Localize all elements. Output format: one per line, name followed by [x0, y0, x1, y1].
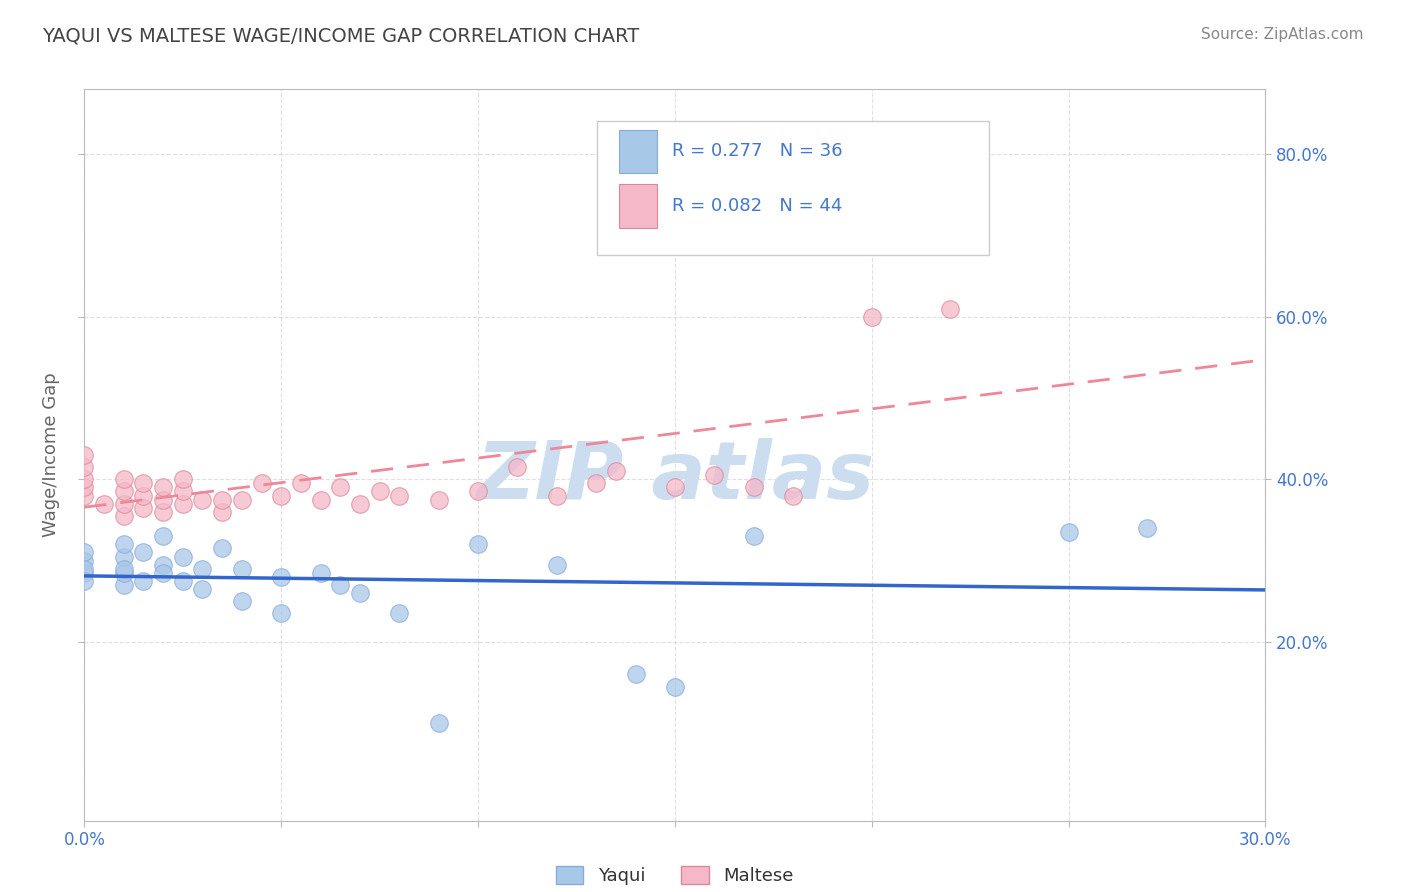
- Point: [191, 492, 214, 507]
- Point: [152, 566, 174, 580]
- Point: [172, 484, 194, 499]
- Point: [664, 480, 686, 494]
- Point: [211, 492, 233, 507]
- Point: [605, 464, 627, 478]
- Point: [73, 480, 96, 494]
- Point: [152, 480, 174, 494]
- Point: [231, 492, 253, 507]
- Point: [703, 468, 725, 483]
- Point: [93, 497, 115, 511]
- Point: [152, 505, 174, 519]
- Point: [73, 574, 96, 588]
- Point: [270, 607, 292, 621]
- Point: [172, 472, 194, 486]
- Point: [782, 489, 804, 503]
- Point: [427, 492, 450, 507]
- Point: [112, 508, 135, 523]
- Point: [73, 545, 96, 559]
- Point: [132, 500, 155, 515]
- Point: [112, 484, 135, 499]
- Point: [112, 537, 135, 551]
- Point: [506, 460, 529, 475]
- Point: [132, 476, 155, 491]
- Point: [467, 484, 489, 499]
- Text: Source: ZipAtlas.com: Source: ZipAtlas.com: [1201, 27, 1364, 42]
- Point: [624, 667, 647, 681]
- Point: [73, 472, 96, 486]
- Point: [152, 492, 174, 507]
- Point: [270, 489, 292, 503]
- Point: [329, 578, 352, 592]
- Point: [112, 578, 135, 592]
- Point: [329, 480, 352, 494]
- Point: [73, 566, 96, 580]
- Point: [388, 489, 411, 503]
- Text: ZIP atlas: ZIP atlas: [475, 438, 875, 516]
- Point: [546, 489, 568, 503]
- Point: [211, 541, 233, 556]
- Point: [112, 566, 135, 580]
- Point: [860, 310, 883, 324]
- Point: [368, 484, 391, 499]
- Point: [73, 562, 96, 576]
- Point: [742, 529, 765, 543]
- Point: [112, 472, 135, 486]
- Point: [742, 480, 765, 494]
- Point: [388, 607, 411, 621]
- Point: [132, 489, 155, 503]
- Point: [270, 570, 292, 584]
- Point: [585, 476, 607, 491]
- Point: [664, 680, 686, 694]
- Point: [290, 476, 312, 491]
- Point: [427, 716, 450, 731]
- Point: [1136, 521, 1159, 535]
- Point: [191, 562, 214, 576]
- Point: [467, 537, 489, 551]
- Point: [152, 558, 174, 572]
- Point: [211, 505, 233, 519]
- Point: [172, 574, 194, 588]
- Point: [231, 594, 253, 608]
- Point: [112, 562, 135, 576]
- Text: YAQUI VS MALTESE WAGE/INCOME GAP CORRELATION CHART: YAQUI VS MALTESE WAGE/INCOME GAP CORRELA…: [42, 27, 640, 45]
- Point: [172, 549, 194, 564]
- Point: [250, 476, 273, 491]
- Point: [349, 586, 371, 600]
- Point: [546, 558, 568, 572]
- Point: [152, 529, 174, 543]
- Point: [309, 492, 332, 507]
- Text: R = 0.277   N = 36: R = 0.277 N = 36: [672, 142, 842, 161]
- Point: [624, 179, 647, 194]
- Text: R = 0.082   N = 44: R = 0.082 N = 44: [672, 197, 842, 215]
- Point: [191, 582, 214, 596]
- Point: [73, 448, 96, 462]
- Point: [309, 566, 332, 580]
- Point: [172, 497, 194, 511]
- Point: [132, 545, 155, 559]
- Y-axis label: Wage/Income Gap: Wage/Income Gap: [42, 373, 60, 537]
- Point: [73, 460, 96, 475]
- Point: [73, 553, 96, 567]
- Point: [73, 489, 96, 503]
- Point: [112, 549, 135, 564]
- Point: [939, 301, 962, 316]
- Point: [132, 574, 155, 588]
- Point: [349, 497, 371, 511]
- Point: [231, 562, 253, 576]
- Point: [112, 497, 135, 511]
- Legend: Yaqui, Maltese: Yaqui, Maltese: [550, 858, 800, 892]
- Point: [1057, 525, 1080, 540]
